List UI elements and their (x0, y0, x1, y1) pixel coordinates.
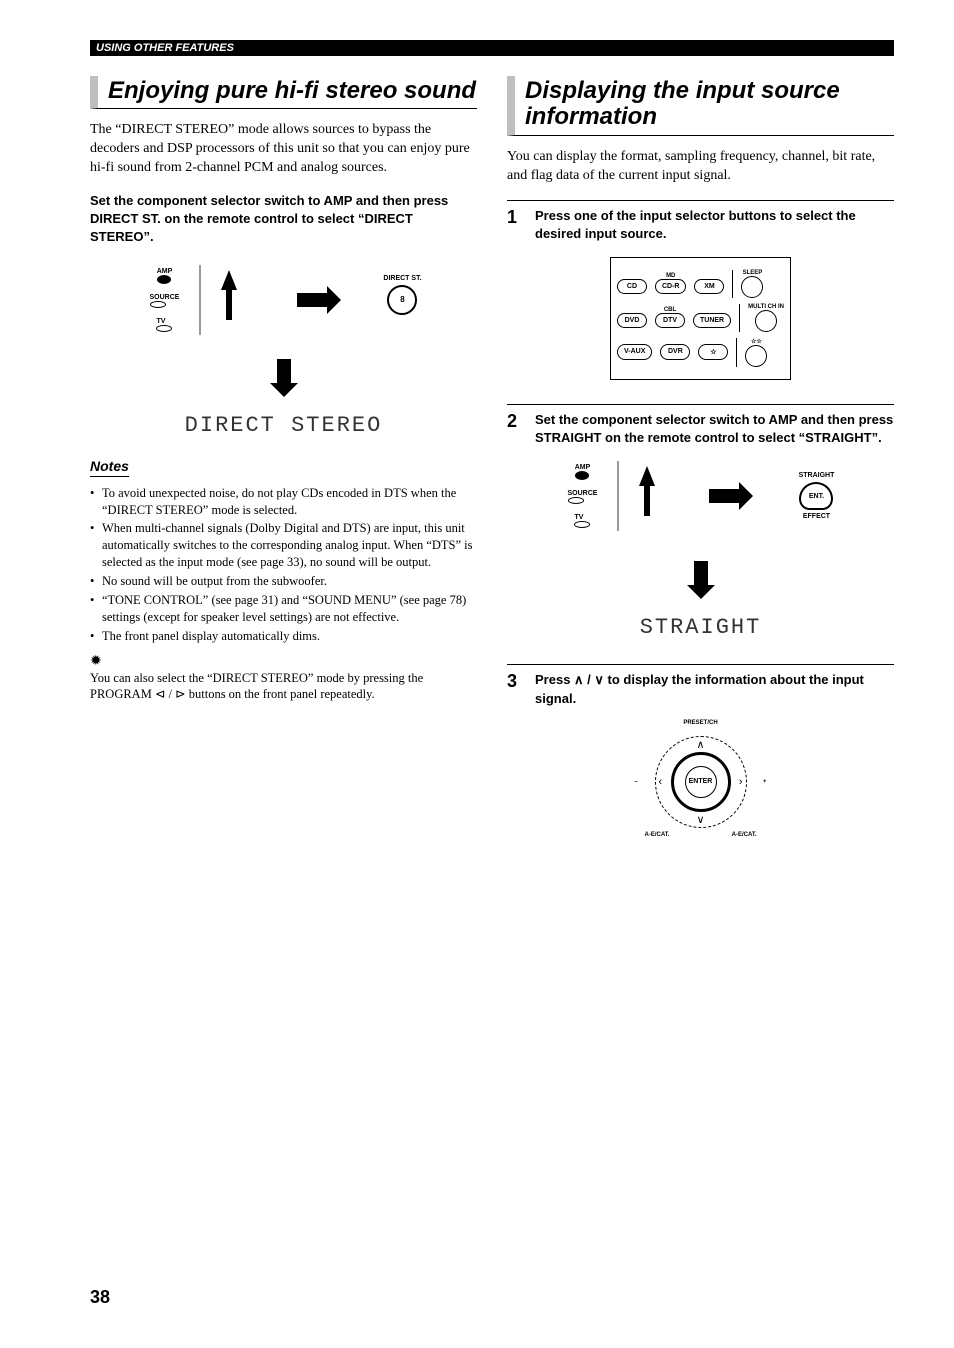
wheel-diagram: PRESET/CH – + A-E/CAT. A-E/CAT. ENTER ∧ … (507, 722, 894, 842)
tip-text: You can also select the “DIRECT STEREO” … (90, 670, 477, 704)
straight-top-label: STRAIGHT (799, 472, 835, 479)
switch-amp-label-2: AMP (575, 464, 591, 471)
step-3: 3 Press ∧ / ∨ to display the information… (507, 664, 894, 707)
notes-heading: Notes (90, 458, 129, 477)
wheel-bl-label: A-E/CAT. (645, 832, 670, 838)
lcd-direct-stereo: DIRECT STEREO (90, 413, 477, 438)
direct-st-center: 8 (400, 295, 404, 304)
note-item: To avoid unexpected noise, do not play C… (90, 485, 477, 519)
remote-stars-label: ☆☆ (751, 338, 762, 345)
right-arrow-icon (297, 293, 327, 307)
left-intro: The “DIRECT STEREO” mode allows sources … (90, 121, 477, 178)
right-intro: You can display the format, sampling fre… (507, 148, 894, 186)
up-arrow-icon (221, 270, 237, 290)
remote-separator (736, 338, 737, 367)
remote-dvr-button: DVR (660, 344, 690, 360)
chevron-right-icon: › (739, 776, 743, 788)
switch-amp-dot (157, 275, 171, 284)
switch-source-oval (150, 301, 166, 308)
direct-stereo-diagram: AMP SOURCE TV (90, 265, 477, 335)
straight-button: STRAIGHT ENT. EFFECT (799, 482, 833, 510)
wheel-enter-button: ENTER (685, 766, 717, 798)
columns: Enjoying pure hi-fi stereo sound The “DI… (90, 76, 894, 866)
remote-dvd-button: DVD (617, 313, 647, 328)
chevron-up-icon: ∧ (696, 738, 704, 751)
left-instruction: Set the component selector switch to AMP… (90, 192, 477, 247)
chevron-left-icon: ‹ (659, 776, 663, 788)
straight-bottom-label: EFFECT (803, 513, 830, 520)
notes-list: To avoid unexpected noise, do not play C… (90, 485, 477, 645)
tip-icon: ✹ (90, 653, 477, 670)
right-title: Displaying the input source information (507, 76, 894, 136)
remote-dtv-button: DTV (655, 313, 685, 328)
switch-amp-dot (575, 471, 589, 480)
switch-tv-oval (156, 325, 172, 332)
step-3-text: Press ∧ / ∨ to display the information a… (535, 671, 894, 707)
switch-tv-oval (574, 521, 590, 528)
right-arrow-icon (709, 489, 739, 503)
remote-multi-button (755, 310, 777, 332)
step-3-num: 3 (507, 671, 535, 707)
wheel-preset-label: PRESET/CH (683, 720, 717, 726)
remote-vaux-button: V-AUX (617, 344, 652, 360)
down-arrow-icon (277, 359, 291, 383)
straight-center: ENT. (809, 493, 824, 500)
step-2: 2 Set the component selector switch to A… (507, 404, 894, 447)
left-column: Enjoying pure hi-fi stereo sound The “DI… (90, 76, 477, 866)
step-1-text: Press one of the input selector buttons … (535, 207, 894, 243)
remote-star-button: ☆ (698, 344, 728, 360)
step-2-num: 2 (507, 411, 535, 447)
wheel-enter-label: ENTER (689, 778, 713, 785)
switch-source-label-2: SOURCE (568, 490, 598, 497)
chevron-down-icon: ∨ (696, 813, 704, 826)
note-item: No sound will be output from the subwoof… (90, 573, 477, 590)
remote-cd-button: CD (617, 279, 647, 294)
step-2-text: Set the component selector switch to AMP… (535, 411, 894, 447)
wheel-minus-label: – (635, 779, 638, 785)
straight-diagram: AMP SOURCE TV (507, 461, 894, 640)
page-number: 38 (90, 1287, 110, 1308)
switch-tv-label-2: TV (574, 514, 590, 521)
remote-tuner-button: TUNER (693, 313, 731, 328)
remote-sleep-button (741, 276, 763, 298)
direct-st-button: DIRECT ST. 8 (387, 285, 417, 315)
step-1-num: 1 (507, 207, 535, 243)
switch-tv-label: TV (156, 318, 172, 325)
direct-st-label: DIRECT ST. (383, 275, 421, 282)
lcd-straight: STRAIGHT (640, 615, 762, 640)
step-1: 1 Press one of the input selector button… (507, 200, 894, 243)
switch-labels-2: AMP SOURCE TV (568, 464, 598, 528)
remote-cdr-button: CD-R (655, 279, 687, 294)
header-bar: USING OTHER FEATURES (90, 40, 894, 56)
remote-xm-button: XM (694, 279, 724, 294)
down-arrow-icon (694, 561, 708, 585)
switch-bar (617, 461, 619, 531)
switch-source-oval (568, 497, 584, 504)
switch-labels: AMP SOURCE TV (150, 268, 180, 332)
note-item: The front panel display automatically di… (90, 628, 477, 645)
left-title: Enjoying pure hi-fi stereo sound (90, 76, 477, 109)
wheel-plus-label: + (763, 779, 767, 785)
right-column: Displaying the input source information … (507, 76, 894, 866)
note-item: “TONE CONTROL” (see page 31) and “SOUND … (90, 592, 477, 626)
remote-buttons-diagram: CD MD CD-R XM SLEEP (507, 257, 894, 380)
remote-stars-button (745, 345, 767, 367)
switch-amp-label: AMP (157, 268, 173, 275)
note-item: When multi-channel signals (Dolby Digita… (90, 520, 477, 571)
remote-separator (732, 270, 733, 298)
remote-separator (739, 304, 740, 332)
switch-bar (199, 265, 201, 335)
header-text: USING OTHER FEATURES (96, 42, 234, 54)
up-arrow-icon (639, 466, 655, 486)
wheel-br-label: A-E/CAT. (732, 832, 757, 838)
switch-source-label: SOURCE (150, 294, 180, 301)
